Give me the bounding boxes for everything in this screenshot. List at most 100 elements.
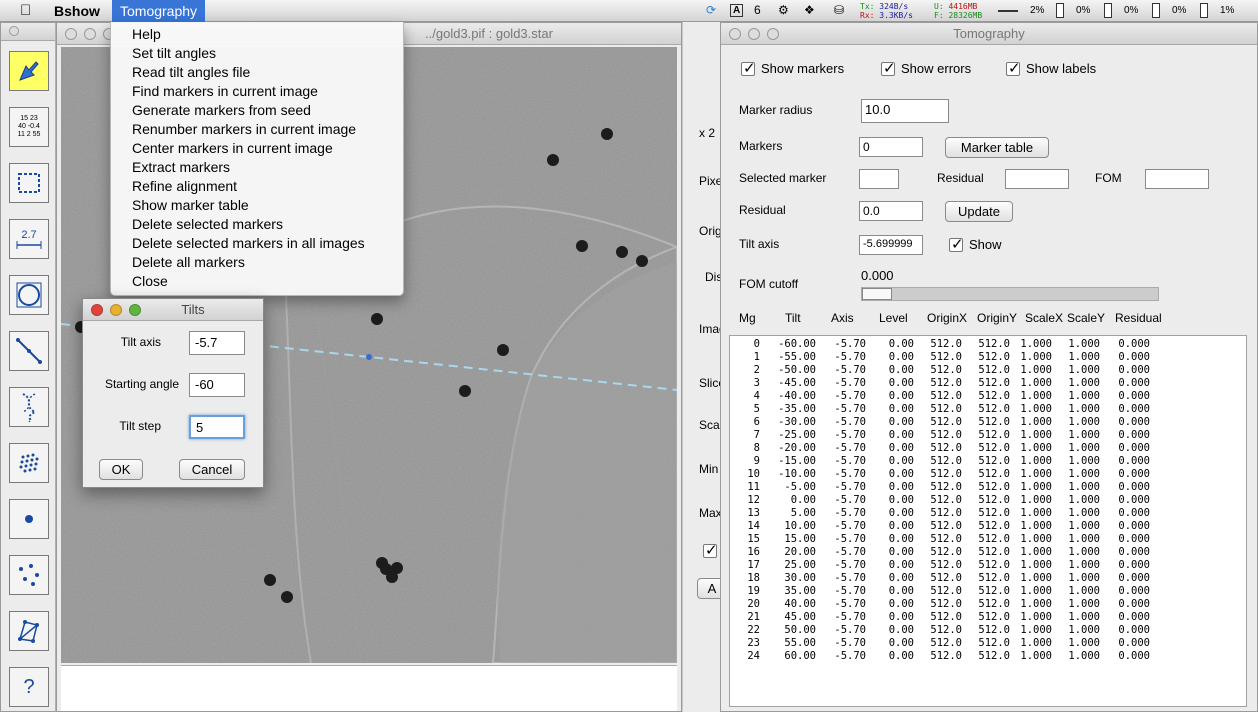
tilts-dialog-titlebar: Tilts bbox=[83, 299, 263, 321]
update-button[interactable]: Update bbox=[945, 201, 1013, 222]
side-checkbox[interactable] bbox=[703, 541, 718, 559]
residual-field[interactable]: 0.0 bbox=[859, 201, 923, 221]
cancel-button[interactable]: Cancel bbox=[179, 459, 245, 480]
fom-cutoff-slider[interactable] bbox=[861, 287, 1159, 301]
measure-tool[interactable]: 2.7 bbox=[9, 219, 49, 259]
app-menu-bshow[interactable]: Bshow bbox=[54, 3, 100, 19]
menu-item-show-marker-table[interactable]: Show marker table bbox=[132, 197, 249, 213]
dot-grid-tool[interactable] bbox=[9, 443, 49, 483]
close-button[interactable] bbox=[9, 26, 19, 36]
circle-tool[interactable] bbox=[9, 275, 49, 315]
select-rectangle-tool[interactable] bbox=[9, 163, 49, 203]
show-errors-checkbox[interactable]: Show errors bbox=[881, 59, 971, 77]
app-cluster-icon[interactable]: ❖ bbox=[804, 3, 815, 17]
show-labels-checkbox[interactable]: Show labels bbox=[1006, 59, 1096, 77]
zoom-button[interactable] bbox=[767, 28, 779, 40]
minimize-button[interactable] bbox=[84, 28, 96, 40]
help-tool[interactable]: ? bbox=[9, 667, 49, 707]
tilt-axis-input[interactable]: -5.7 bbox=[189, 331, 245, 355]
marker-table-button[interactable]: Marker table bbox=[945, 137, 1049, 158]
menu-bar:  Bshow Tomography ⟳ A 6 ⚙ ❖ ⛁ Tx: 324B/… bbox=[0, 0, 1258, 22]
selected-marker-field[interactable] bbox=[859, 169, 899, 189]
table-cell: -5.70 bbox=[834, 533, 866, 545]
table-row[interactable]: 1 -55.00 -5.70 0.00 512.0 512.0 1.000 1.000 0.00… bbox=[730, 351, 1246, 364]
table-row[interactable]: 20 40.00 -5.70 0.00 512.0 512.0 1.000 1.000 0.00… bbox=[730, 598, 1246, 611]
minimize-button[interactable] bbox=[110, 304, 122, 316]
table-row[interactable]: 17 25.00 -5.70 0.00 512.0 512.0 1.000 1.000 0.00… bbox=[730, 559, 1246, 572]
menu-item-extract-markers[interactable]: Extract markers bbox=[132, 159, 231, 175]
table-row[interactable]: 15 15.00 -5.70 0.00 512.0 512.0 1.000 1.000 0.00… bbox=[730, 533, 1246, 546]
table-row[interactable]: 21 45.00 -5.70 0.00 512.0 512.0 1.000 1.000 0.00… bbox=[730, 611, 1246, 624]
sync-icon[interactable]: ⟳ bbox=[706, 3, 717, 17]
fom-field[interactable] bbox=[1145, 169, 1209, 189]
tilts-dialog: Tilts Tilt axis -5.7 Starting angle -60 … bbox=[82, 298, 264, 488]
table-row[interactable]: 11 -5.00 -5.70 0.00 512.0 512.0 1.000 1.000 0.00… bbox=[730, 481, 1246, 494]
menu-item-find-markers-in-current-image[interactable]: Find markers in current image bbox=[132, 83, 318, 99]
menu-item-set-tilt-angles[interactable]: Set tilt angles bbox=[132, 45, 217, 61]
menu-item-delete-selected-markers-in-all-images[interactable]: Delete selected markers in all images bbox=[132, 235, 365, 251]
table-row[interactable]: 16 20.00 -5.70 0.00 512.0 512.0 1.000 1.000 0.00… bbox=[730, 546, 1246, 559]
marker-table[interactable]: 0 -60.00 -5.70 0.00 512.0 512.0 1.000 1.000 0.00… bbox=[729, 335, 1247, 707]
network-tool[interactable] bbox=[9, 611, 49, 651]
table-cell: -5.70 bbox=[834, 507, 866, 519]
table-row[interactable]: 23 55.00 -5.70 0.00 512.0 512.0 1.000 1.000 0.00… bbox=[730, 637, 1246, 650]
marker-radius-input[interactable]: 10.0 bbox=[861, 99, 949, 123]
table-row[interactable]: 12 0.00 -5.70 0.00 512.0 512.0 1.000 1.000 0.000 bbox=[730, 494, 1246, 507]
menu-item-refine-alignment[interactable]: Refine alignment bbox=[132, 178, 238, 194]
starting-angle-input[interactable]: -60 bbox=[189, 373, 245, 397]
line-tool[interactable] bbox=[9, 331, 49, 371]
table-cell: -5.70 bbox=[834, 585, 866, 597]
table-cell: 0.00 bbox=[888, 624, 914, 636]
show-markers-checkbox[interactable]: Show markers bbox=[741, 59, 844, 77]
marker-residual-field[interactable] bbox=[1005, 169, 1069, 189]
close-button[interactable] bbox=[65, 28, 77, 40]
table-row[interactable]: 5 -35.00 -5.70 0.00 512.0 512.0 1.000 1.000 0.00… bbox=[730, 403, 1246, 416]
binoculars-icon[interactable]: ⛁ bbox=[834, 3, 845, 17]
table-row[interactable]: 8 -20.00 -5.70 0.00 512.0 512.0 1.000 1.000 0.00… bbox=[730, 442, 1246, 455]
gear-menu-icon[interactable]: ⚙ bbox=[778, 3, 789, 17]
menu-tomography[interactable]: Tomography bbox=[112, 0, 206, 22]
close-button[interactable] bbox=[91, 304, 103, 316]
table-cell: 0.00 bbox=[888, 637, 914, 649]
table-row[interactable]: 9 -15.00 -5.70 0.00 512.0 512.0 1.000 1.000 0.00… bbox=[730, 455, 1246, 468]
table-row[interactable]: 19 35.00 -5.70 0.00 512.0 512.0 1.000 1.000 0.00… bbox=[730, 585, 1246, 598]
menu-item-center-markers-in-current-image[interactable]: Center markers in current image bbox=[132, 140, 333, 156]
table-row[interactable]: 13 5.00 -5.70 0.00 512.0 512.0 1.000 1.000 0.000 bbox=[730, 507, 1246, 520]
table-row[interactable]: 10 -10.00 -5.70 0.00 512.0 512.0 1.000 1.000 0.0… bbox=[730, 468, 1246, 481]
table-row[interactable]: 24 60.00 -5.70 0.00 512.0 512.0 1.000 1.000 0.00… bbox=[730, 650, 1246, 663]
number-table-tool[interactable]: 15 23 40 -0.4 11 2 55 bbox=[9, 107, 49, 147]
apple-icon[interactable]:  bbox=[20, 2, 31, 19]
table-row[interactable]: 2 -50.00 -5.70 0.00 512.0 512.0 1.000 1.000 0.00… bbox=[730, 364, 1246, 377]
table-row[interactable]: 7 -25.00 -5.70 0.00 512.0 512.0 1.000 1.000 0.00… bbox=[730, 429, 1246, 442]
menu-item-close[interactable]: Close bbox=[132, 273, 168, 289]
menu-item-delete-selected-markers[interactable]: Delete selected markers bbox=[132, 216, 283, 232]
single-marker-tool[interactable] bbox=[9, 499, 49, 539]
filament-tool[interactable] bbox=[9, 387, 49, 427]
table-row[interactable]: 0 -60.00 -5.70 0.00 512.0 512.0 1.000 1.000 0.00… bbox=[730, 338, 1246, 351]
table-row[interactable]: 4 -40.00 -5.70 0.00 512.0 512.0 1.000 1.000 0.00… bbox=[730, 390, 1246, 403]
menu-item-renumber-markers-in-current-image[interactable]: Renumber markers in current image bbox=[132, 121, 357, 137]
table-row[interactable]: 22 50.00 -5.70 0.00 512.0 512.0 1.000 1.000 0.00… bbox=[730, 624, 1246, 637]
tilt-axis-field[interactable]: -5.699999 bbox=[859, 235, 923, 255]
slider-knob[interactable] bbox=[862, 288, 892, 300]
pointer-tool[interactable] bbox=[9, 51, 49, 91]
multiple-markers-tool[interactable] bbox=[9, 555, 49, 595]
menu-item-read-tilt-angles-file[interactable]: Read tilt angles file bbox=[132, 64, 251, 80]
markers-count-field[interactable]: 0 bbox=[859, 137, 923, 157]
tilt-step-input[interactable]: 5 bbox=[189, 415, 245, 439]
table-row[interactable]: 6 -30.00 -5.70 0.00 512.0 512.0 1.000 1.000 0.00… bbox=[730, 416, 1246, 429]
show-tilt-axis-checkbox[interactable]: Show bbox=[949, 235, 1002, 253]
minimize-button[interactable] bbox=[748, 28, 760, 40]
menu-item-help[interactable]: Help bbox=[132, 26, 161, 42]
menu-item-generate-markers-from-seed[interactable]: Generate markers from seed bbox=[132, 102, 311, 118]
table-cell: 512.0 bbox=[978, 364, 1010, 376]
adobe-icon[interactable]: A bbox=[730, 4, 744, 17]
zoom-button[interactable] bbox=[129, 304, 141, 316]
close-button[interactable] bbox=[729, 28, 741, 40]
table-row[interactable]: 14 10.00 -5.70 0.00 512.0 512.0 1.000 1.000 0.00… bbox=[730, 520, 1246, 533]
mem-used-label: U: bbox=[934, 2, 944, 11]
table-row[interactable]: 18 30.00 -5.70 0.00 512.0 512.0 1.000 1.000 0.00… bbox=[730, 572, 1246, 585]
menu-item-delete-all-markers[interactable]: Delete all markers bbox=[132, 254, 245, 270]
ok-button[interactable]: OK bbox=[99, 459, 143, 480]
table-row[interactable]: 3 -45.00 -5.70 0.00 512.0 512.0 1.000 1.000 0.00… bbox=[730, 377, 1246, 390]
